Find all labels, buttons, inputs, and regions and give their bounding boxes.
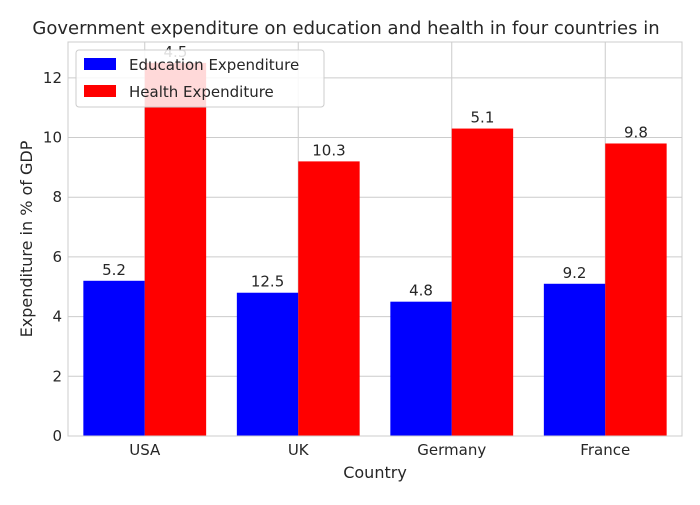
data-label: 12.5 [251,273,284,291]
data-label: 9.2 [563,264,587,282]
x-tick-label: UK [288,441,310,459]
education-bar-usa [83,280,145,436]
y-tick-label: 10 [43,129,62,147]
education-bar-france [543,283,606,436]
legend-box [75,49,325,108]
health-bar-france [605,143,667,436]
legend-swatch-health [84,85,116,97]
data-label: 10.3 [312,141,345,159]
x-axis-label: Country [343,463,407,482]
legend-label-health: Health Expenditure [129,83,274,101]
data-label: 4.8 [409,282,433,300]
education-bar-germany [390,301,452,436]
data-label: 5.2 [102,261,126,279]
health-bar-germany [451,128,514,436]
x-tick-label: USA [129,441,161,459]
data-label: 5.1 [471,109,495,127]
y-axis-label: Expenditure in % of GDP [17,140,36,337]
y-tick-label: 6 [52,248,62,266]
chart-title: Government expenditure on education and … [32,18,659,39]
x-tick-label: Germany [417,441,486,459]
data-labels: 5.212.54.89.24.510.35.19.8 [102,43,648,300]
y-tick-label: 0 [52,427,62,445]
health-bar-usa [144,62,207,436]
legend-label-education: Education Expenditure [129,56,299,74]
education-bar-uk [236,292,299,436]
y-tick-label: 8 [52,188,62,206]
x-tick-label: France [580,441,630,459]
legend: Education Expenditure Health Expenditure [75,49,325,108]
legend-swatch-education [84,58,116,70]
bars [83,62,667,437]
y-tick-label: 12 [43,69,62,87]
plot-frame [67,41,683,437]
y-tick-label: 2 [52,367,62,385]
y-tick-label: 4 [52,308,62,326]
ticks: 0 2 4 6 8 10 12 USA UK Germany France [43,69,630,459]
data-label: 9.8 [624,123,648,141]
health-bar-uk [298,161,360,437]
